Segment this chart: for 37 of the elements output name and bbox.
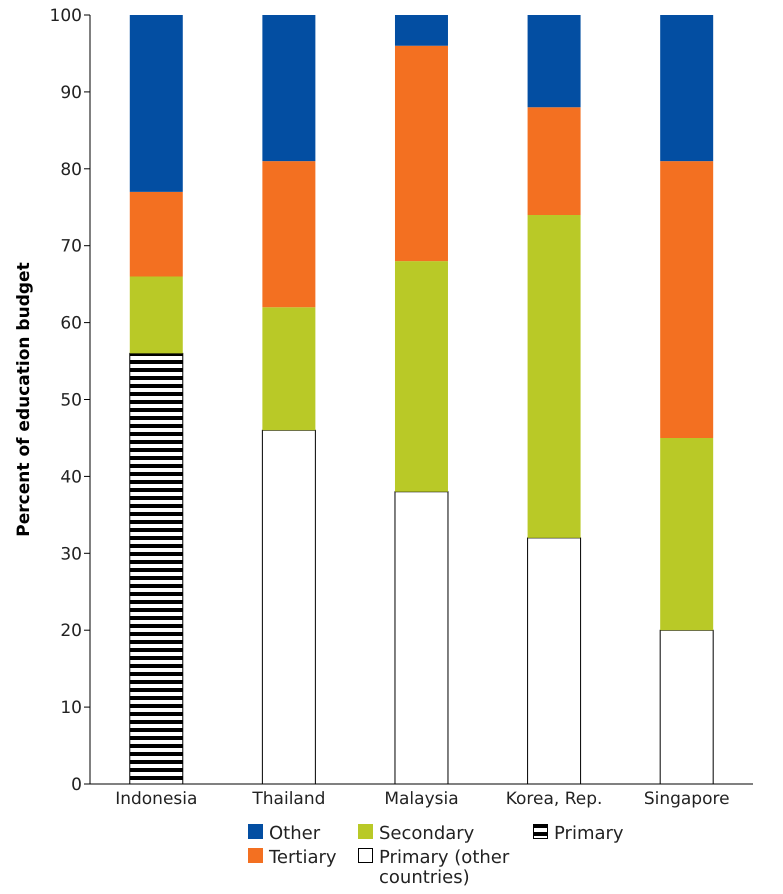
- y-tick-label: 10: [60, 698, 82, 718]
- x-tick-label: Malaysia: [384, 789, 459, 810]
- legend-label: Tertiary: [269, 847, 337, 868]
- bar: [262, 161, 316, 308]
- legend-label: Secondary: [379, 823, 474, 844]
- y-tick-label: 80: [60, 160, 82, 180]
- y-tick-label: 100: [50, 6, 82, 26]
- y-axis-title: Percent of education budget: [14, 262, 34, 537]
- bar: [528, 107, 581, 215]
- bar: [394, 46, 448, 262]
- bar: [130, 276, 183, 354]
- y-tick-label: 60: [60, 314, 82, 334]
- y-tick-label: 40: [60, 467, 82, 488]
- bar: [394, 15, 448, 46]
- bar: [528, 214, 581, 538]
- y-tick-label: 90: [60, 82, 82, 103]
- y-tick-label: 20: [60, 621, 82, 642]
- y-tick-label: 70: [60, 236, 82, 257]
- legend-label: Primary: [554, 823, 624, 844]
- bar: [660, 15, 714, 162]
- y-tick-label: 50: [60, 390, 82, 411]
- bar: [660, 161, 714, 438]
- bar: [660, 438, 714, 630]
- bar: [130, 192, 183, 276]
- legend-label: Primary (other countries): [379, 847, 510, 888]
- bar: [262, 15, 316, 162]
- bar: [528, 15, 581, 108]
- x-tick-label: Singapore: [644, 789, 730, 810]
- y-tick-label: 0: [71, 775, 82, 796]
- bar: [130, 15, 183, 192]
- x-tick-label: Thailand: [251, 789, 326, 810]
- y-tick-label: 30: [60, 544, 82, 564]
- legend-label: Other: [269, 823, 320, 844]
- x-tick-label: Indonesia: [115, 789, 198, 810]
- x-tick-label: Korea, Rep.: [506, 789, 602, 810]
- bar: [262, 307, 316, 430]
- bar: [394, 261, 448, 492]
